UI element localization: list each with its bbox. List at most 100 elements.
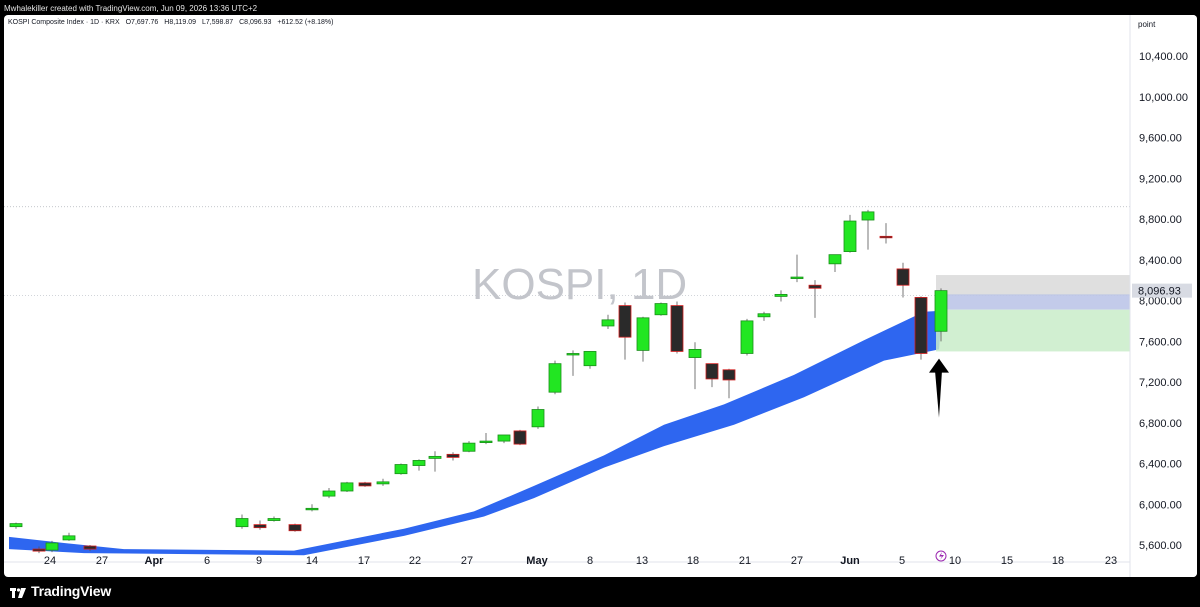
candle-body[interactable] [790, 276, 804, 279]
candle[interactable] [722, 368, 736, 399]
annotation-arrow-shaft [935, 370, 942, 418]
candle[interactable] [394, 463, 408, 475]
candle-body[interactable] [412, 460, 426, 466]
candle[interactable] [601, 314, 615, 330]
candle-body[interactable] [62, 535, 76, 541]
candle-body[interactable] [705, 363, 719, 380]
candle-body[interactable] [513, 430, 527, 445]
candle[interactable] [358, 481, 372, 487]
candle-body[interactable] [583, 351, 597, 367]
candle[interactable] [636, 316, 650, 362]
candle[interactable] [462, 441, 476, 453]
candle[interactable] [235, 514, 249, 529]
event-marker-icon[interactable] [935, 550, 947, 562]
candle-body[interactable] [322, 490, 336, 497]
candle[interactable] [618, 302, 632, 360]
candle[interactable] [267, 516, 281, 522]
candle[interactable] [253, 520, 267, 530]
candle-body[interactable] [358, 482, 372, 487]
candle-body[interactable] [479, 440, 493, 443]
time-tick-label: 13 [636, 555, 648, 567]
time-tick-label: 21 [739, 555, 751, 567]
candle[interactable] [828, 254, 842, 272]
candle-body[interactable] [531, 409, 545, 428]
candle-body[interactable] [828, 254, 842, 265]
candle[interactable] [740, 318, 754, 356]
candle[interactable] [896, 262, 910, 298]
candle-body[interactable] [934, 290, 948, 332]
candle[interactable] [428, 451, 442, 472]
candle[interactable] [705, 363, 719, 388]
candle-body[interactable] [670, 305, 684, 352]
candle-body[interactable] [861, 211, 875, 221]
candle[interactable] [790, 254, 804, 283]
candle-body[interactable] [896, 268, 910, 286]
candle[interactable] [757, 311, 771, 321]
candle[interactable] [548, 360, 562, 395]
candle-body[interactable] [394, 464, 408, 475]
candle[interactable] [808, 280, 822, 318]
candle-body[interactable] [462, 442, 476, 452]
candle[interactable] [934, 288, 948, 342]
candle[interactable] [322, 487, 336, 499]
candle[interactable] [879, 223, 893, 244]
candle[interactable] [497, 434, 511, 444]
candle[interactable] [479, 432, 493, 445]
candle-body[interactable] [843, 220, 857, 253]
candle[interactable] [62, 532, 76, 541]
candle-body[interactable] [914, 297, 928, 354]
candle-body[interactable] [305, 507, 319, 511]
candle-body[interactable] [808, 284, 822, 289]
candle-body[interactable] [376, 481, 390, 485]
candle-body[interactable] [446, 453, 460, 458]
candle[interactable] [412, 459, 426, 471]
candle-body[interactable] [601, 319, 615, 327]
candle[interactable] [45, 540, 59, 553]
candle-body[interactable] [879, 235, 893, 239]
candle-body[interactable] [288, 524, 302, 532]
candle[interactable] [654, 302, 668, 316]
candle[interactable] [32, 546, 46, 554]
candle[interactable] [340, 481, 354, 493]
candle-body[interactable] [32, 548, 46, 552]
candle[interactable] [83, 545, 97, 552]
candle[interactable] [670, 301, 684, 354]
candle[interactable] [843, 214, 857, 253]
candle[interactable] [376, 478, 390, 486]
candle[interactable] [531, 406, 545, 429]
candle[interactable] [774, 290, 788, 302]
price-chart[interactable]: KOSPI, 1D point 5,600.00 6,000.00 6,400.00 6… [4, 15, 1197, 577]
chart-panel[interactable]: KOSPI, 1D point 5,600.00 6,000.00 6,400.00 6… [4, 15, 1197, 577]
candle[interactable] [566, 350, 580, 376]
candle[interactable] [583, 351, 597, 369]
candle-body[interactable] [428, 455, 442, 459]
candle[interactable] [9, 522, 23, 529]
symbol-label[interactable]: KOSPI Composite Index · 1D · KRX [8, 19, 120, 26]
candle[interactable] [305, 504, 319, 512]
candle-body[interactable] [654, 303, 668, 316]
candle-body[interactable] [636, 317, 650, 351]
candle-body[interactable] [83, 545, 97, 550]
candle[interactable] [688, 342, 702, 390]
candle[interactable] [446, 452, 460, 461]
candle-body[interactable] [688, 348, 702, 358]
candle-body[interactable] [45, 542, 59, 551]
candle-body[interactable] [740, 320, 754, 354]
time-tick-label: 9 [256, 555, 262, 567]
candle-body[interactable] [722, 369, 736, 381]
candle[interactable] [513, 429, 527, 446]
candle-body[interactable] [618, 305, 632, 338]
candle-body[interactable] [548, 363, 562, 393]
candle-body[interactable] [9, 523, 23, 528]
candle-body[interactable] [235, 518, 249, 528]
candle-body[interactable] [497, 434, 511, 442]
candle[interactable] [914, 296, 928, 360]
candle-body[interactable] [757, 313, 771, 318]
candle-body[interactable] [774, 293, 788, 297]
candle[interactable] [861, 209, 875, 250]
candle-body[interactable] [253, 524, 267, 529]
candle[interactable] [288, 523, 302, 532]
candle-body[interactable] [566, 353, 580, 356]
candle-body[interactable] [340, 482, 354, 492]
candle-body[interactable] [267, 518, 281, 521]
